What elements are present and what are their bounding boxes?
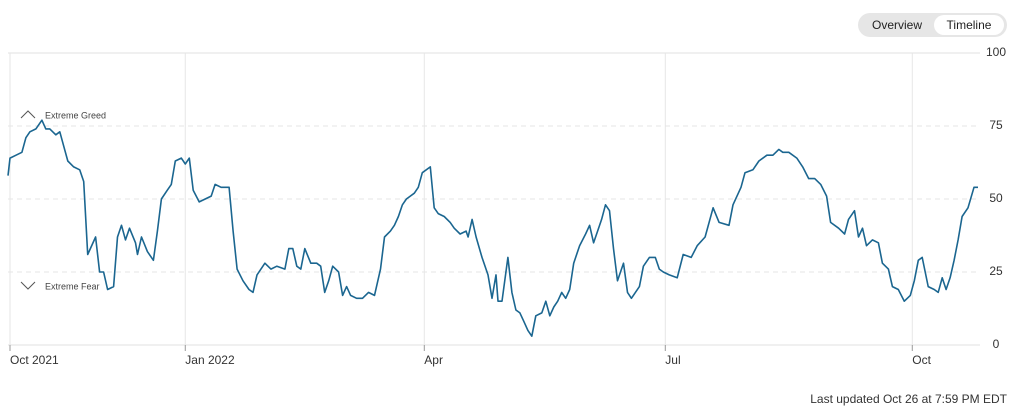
x-tick-label: Jul: [665, 353, 680, 367]
view-toggle: Overview Timeline: [858, 13, 1007, 37]
overview-button[interactable]: Overview: [871, 18, 922, 32]
y-tick-label: 75: [989, 118, 1003, 132]
x-tick-label: Oct: [912, 353, 931, 367]
x-tick-label: Jan 2022: [185, 353, 235, 367]
y-tick-label: 25: [989, 264, 1003, 278]
y-tick-label: 100: [986, 45, 1006, 59]
x-tick-label: Oct 2021: [10, 353, 59, 367]
timeline-button[interactable]: Timeline: [934, 15, 1004, 35]
data-line: [7, 119, 978, 337]
x-tick-label: Apr: [424, 353, 443, 367]
fear-annotation: Extreme Fear: [45, 281, 100, 291]
greed-chevron: [20, 110, 36, 119]
fear-chevron: [20, 281, 36, 290]
y-tick-label: 50: [989, 191, 1003, 205]
greed-annotation: Extreme Greed: [45, 110, 106, 120]
y-tick-label: 0: [993, 337, 1000, 351]
footer: Last updated Oct 26 at 7:59 PM EDT: [810, 392, 1007, 406]
